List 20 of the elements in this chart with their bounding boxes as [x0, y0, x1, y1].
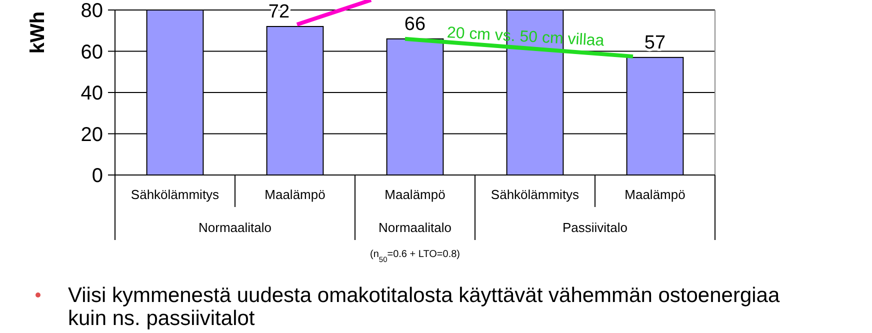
text: Normaalitalo: [198, 220, 272, 235]
data-label: 57: [644, 32, 666, 54]
annotation: 20 cm vs. 50 cm villaa: [446, 24, 605, 50]
text: kuin ns. passiivitalot: [68, 307, 255, 330]
y-tick-label: 0: [92, 165, 103, 187]
y-tick-label: 60: [80, 41, 103, 64]
text: Passiivitalo: [562, 220, 628, 235]
y-tick-label: 40: [80, 82, 103, 104]
y-tick-label: 20: [80, 124, 103, 146]
x-tick-label: Sähkölämmitys: [130, 187, 220, 202]
x-tick-label: Maalämpö: [264, 187, 326, 202]
x-tick-label: Maalämpö: [384, 187, 446, 202]
data-label: 66: [404, 14, 426, 35]
x-tick-label: Maalämpö: [624, 187, 686, 202]
text: Viisi kymmenestä uudesta omakotitalosta käyttävät vähemmän ostoenergiaa: [68, 284, 780, 307]
x-tick-label: Sähkölämmitys: [490, 187, 580, 202]
text: Normaalitalo: [378, 220, 452, 235]
y-tick-label: 80: [80, 0, 103, 22]
y-axis-title: kWh: [27, 11, 49, 54]
text: (n$_{50}$=0.6 + LTO=0.8): [370, 249, 460, 264]
